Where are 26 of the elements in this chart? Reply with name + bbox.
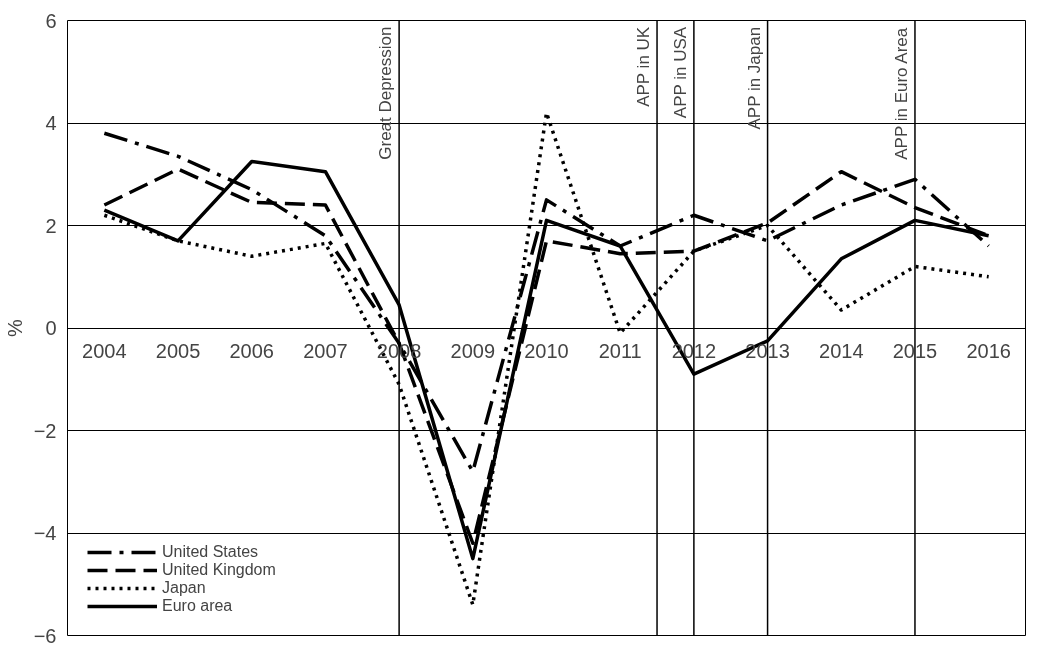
x-tick-label: 2007 <box>303 340 348 362</box>
y-tick-label: 0 <box>45 317 57 339</box>
y-tick-label: −2 <box>33 419 57 442</box>
y-tick-label: −4 <box>33 522 57 544</box>
x-tick-label: 2009 <box>450 340 496 362</box>
ref-line-label: APP in Japan <box>744 26 764 130</box>
legend-label: Euro area <box>162 597 233 615</box>
x-tick-label: 2014 <box>819 340 864 362</box>
legend-label: Japan <box>162 579 206 597</box>
x-tick-label: 2011 <box>598 340 642 362</box>
ref-line-label: Great Depression <box>376 26 396 160</box>
x-tick-label: 2016 <box>966 340 1011 362</box>
ref-line-label: APP in USA <box>670 26 690 119</box>
legend-label: United Kingdom <box>162 561 276 579</box>
ref-line-label: APP in UK <box>634 26 654 107</box>
ref-line-label: APP in Euro Area <box>891 27 911 160</box>
legend-label: United States <box>162 543 259 561</box>
y-tick-label: 2 <box>45 214 57 237</box>
y-tick-label: −6 <box>33 624 57 647</box>
x-tick-label: 2005 <box>155 340 201 362</box>
y-axis-title: % <box>3 318 26 337</box>
x-tick-label: 2010 <box>524 340 569 362</box>
x-tick-label: 2004 <box>82 340 127 362</box>
x-tick-label: 2006 <box>229 340 274 362</box>
y-tick-label: 4 <box>45 112 57 134</box>
y-tick-label: 6 <box>45 9 57 32</box>
